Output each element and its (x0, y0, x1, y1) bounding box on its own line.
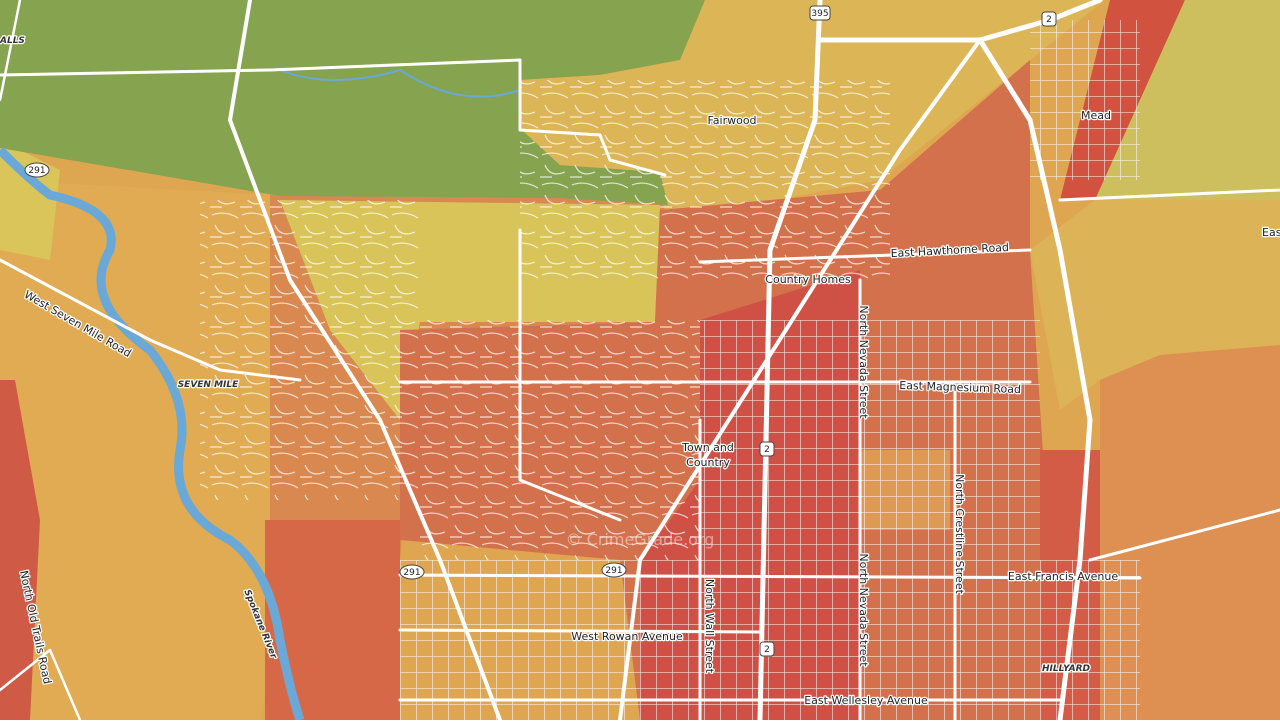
road-label: North Nevada Street (857, 553, 870, 667)
river (0, 146, 305, 722)
road-label: East Magnesium Road (899, 379, 1021, 396)
highway-shield (399, 564, 425, 580)
watermark: © CrimeGrade.org (566, 530, 715, 549)
shield-label: 291 (28, 166, 45, 176)
shield-label: 2 (764, 445, 770, 455)
place-label: Country Homes (765, 273, 851, 286)
place-label: HILLYARD (1042, 664, 1091, 674)
highway-shield (809, 5, 831, 21)
road-label: North Crestline Street (953, 474, 966, 594)
shields: 395 2 2 2 291 291 291 (24, 5, 1057, 657)
road-label: East Francis Avenue (1008, 570, 1118, 583)
river (279, 68, 521, 98)
place-label: Mead (1081, 109, 1111, 122)
shield-label: 291 (403, 568, 420, 578)
street-grid (200, 20, 1140, 720)
shield-label: 291 (605, 566, 622, 576)
shield-label: 395 (811, 9, 828, 19)
road-label: North Nevada Street (857, 305, 870, 419)
place-label: Fairwood (707, 114, 756, 127)
road-label: East Wellesley Avenue (804, 694, 928, 707)
highway-shield (759, 641, 775, 657)
highway-shield (601, 562, 627, 578)
place-label: ALLS (0, 36, 25, 46)
road-label: West Rowan Avenue (571, 630, 683, 643)
highway-shield (1041, 11, 1057, 27)
highway-shield (24, 162, 50, 178)
place-label: Eas (1262, 226, 1280, 239)
shield-label: 2 (764, 645, 770, 655)
place-label: Town and (681, 441, 734, 454)
shield-label: 2 (1046, 15, 1052, 25)
road-label: North Wall Street (703, 579, 716, 674)
place-label: SEVEN MILE (178, 380, 239, 390)
place-label: Country (686, 456, 730, 469)
highway-shield (759, 441, 775, 457)
